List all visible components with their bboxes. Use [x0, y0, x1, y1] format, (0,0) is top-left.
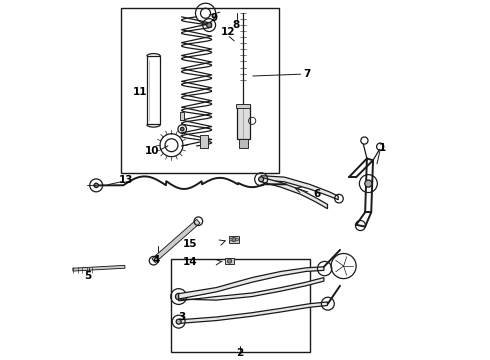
Circle shape: [236, 238, 239, 241]
Text: 15: 15: [183, 239, 198, 249]
Text: 13: 13: [119, 175, 133, 185]
Circle shape: [207, 23, 212, 28]
Text: 10: 10: [145, 146, 160, 156]
Circle shape: [259, 177, 264, 182]
Polygon shape: [73, 265, 125, 271]
Bar: [225, 258, 234, 264]
Bar: [200, 135, 208, 148]
Text: 11: 11: [133, 87, 147, 97]
Bar: [236, 104, 250, 108]
Bar: [147, 56, 160, 125]
Bar: [180, 112, 184, 120]
Text: 2: 2: [236, 348, 243, 358]
Polygon shape: [179, 302, 327, 323]
Polygon shape: [152, 219, 200, 262]
Text: 3: 3: [179, 312, 186, 322]
Bar: [239, 139, 248, 148]
Polygon shape: [261, 177, 327, 209]
Text: 1: 1: [378, 143, 386, 153]
Text: 5: 5: [84, 271, 92, 281]
Polygon shape: [261, 176, 338, 200]
Polygon shape: [179, 278, 324, 301]
Text: 9: 9: [211, 13, 218, 23]
Text: 14: 14: [183, 257, 198, 267]
Text: 8: 8: [232, 20, 240, 30]
Circle shape: [176, 319, 181, 324]
Circle shape: [229, 238, 232, 241]
Bar: [172, 259, 310, 352]
Circle shape: [94, 183, 98, 188]
Bar: [237, 105, 250, 139]
Bar: [122, 8, 279, 173]
Circle shape: [365, 180, 372, 187]
Bar: [229, 236, 239, 243]
Circle shape: [227, 259, 232, 263]
Polygon shape: [179, 267, 324, 299]
Text: 4: 4: [152, 255, 160, 265]
Text: 6: 6: [313, 189, 320, 199]
Circle shape: [175, 293, 182, 300]
Text: 7: 7: [303, 69, 310, 79]
Circle shape: [232, 237, 236, 242]
Text: 12: 12: [220, 27, 235, 37]
Circle shape: [180, 127, 184, 131]
